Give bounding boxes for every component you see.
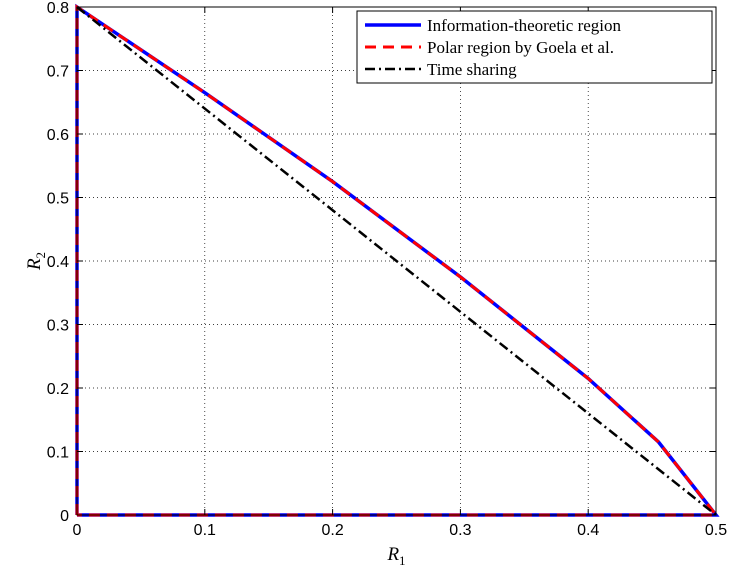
y-tick-label: 0.6 — [47, 127, 69, 144]
x-axis-label-subscript: 1 — [399, 553, 406, 568]
x-tick-label: 0 — [73, 522, 82, 539]
x-tick-label: 0.5 — [705, 522, 727, 539]
x-tick-label: 0.1 — [194, 522, 216, 539]
y-tick-label: 0.8 — [47, 0, 69, 17]
x-axis-label: R1 — [386, 544, 405, 568]
y-tick-label: 0.3 — [47, 318, 69, 335]
y-tick-label: 0.5 — [47, 191, 69, 208]
x-tick-label: 0.3 — [449, 522, 471, 539]
y-tick-label: 0.4 — [47, 254, 69, 271]
axis-tick-labels: 0 0.1 0.2 0.3 0.4 0.5 0 0.1 0.2 0.3 0.4 0.5 0.6 0.7 0.… — [47, 0, 727, 539]
y-axis-label-main: R — [24, 258, 45, 271]
legend-box — [356, 10, 713, 84]
series-lines — [75, 3, 720, 517]
legend: Information-theoretic region Polar region… — [356, 10, 713, 84]
legend-label-1: Information-theoretic region — [427, 16, 622, 35]
y-tick-label: 0.7 — [47, 64, 69, 81]
legend-label-3: Time sharing — [427, 60, 517, 79]
y-tick-label: 0.1 — [47, 445, 69, 462]
y-axis-label: R2 — [24, 252, 48, 271]
x-tick-label: 0.2 — [321, 522, 343, 539]
y-axis-label-subscript: 2 — [33, 252, 48, 259]
x-tick-label: 0.4 — [577, 522, 599, 539]
x-axis-label-main: R — [386, 544, 399, 565]
series-line-2 — [75, 4, 720, 517]
y-tick-label: 0.2 — [47, 381, 69, 398]
legend-entries: Information-theoretic region Polar region… — [365, 16, 622, 79]
y-tick-label: 0 — [60, 508, 69, 525]
legend-label-2: Polar region by Goela et al. — [427, 38, 614, 57]
series-line-3 — [76, 6, 717, 516]
